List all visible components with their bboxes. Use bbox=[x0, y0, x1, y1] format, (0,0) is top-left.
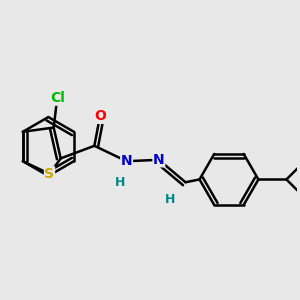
Text: N: N bbox=[121, 154, 132, 168]
Text: O: O bbox=[94, 109, 106, 123]
Text: N: N bbox=[153, 153, 165, 167]
Text: Cl: Cl bbox=[50, 91, 64, 105]
Text: H: H bbox=[165, 193, 175, 206]
Text: S: S bbox=[44, 167, 55, 181]
Text: H: H bbox=[114, 176, 125, 189]
